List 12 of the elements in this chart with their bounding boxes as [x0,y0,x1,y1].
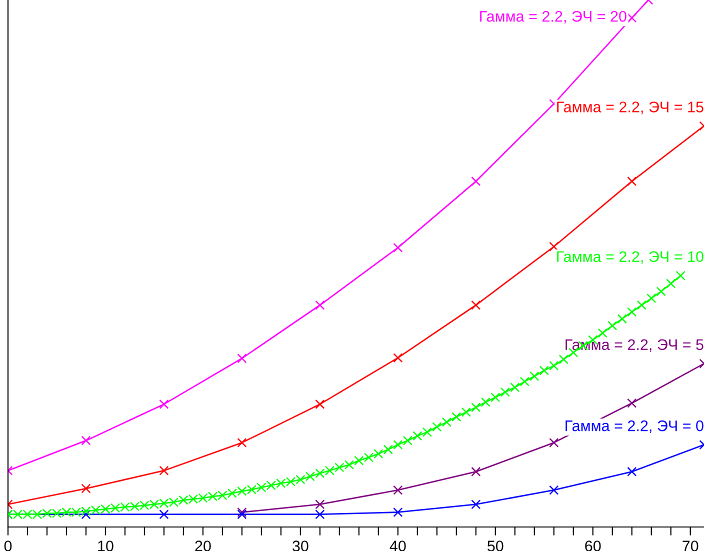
x-tick-label: 30 [292,540,308,551]
x-tick-label: 70 [682,540,698,551]
series-label: Гамма = 2.2, ЭЧ = 15 [557,102,704,114]
x-tick-label: 50 [488,540,504,551]
x-tick-label: 60 [585,540,601,551]
series-label: Гамма = 2.2, ЭЧ = 0 [566,420,704,434]
x-tick-label: 40 [390,540,406,551]
x-tick-label: 10 [98,540,114,551]
x-tick-label: 0 [4,540,12,551]
series-label: Гамма = 2.2, ЭЧ = 10 [557,251,704,264]
x-tick-label: 20 [195,540,211,551]
series-label: Гамма = 2.2, ЭЧ = 20 [480,10,626,24]
